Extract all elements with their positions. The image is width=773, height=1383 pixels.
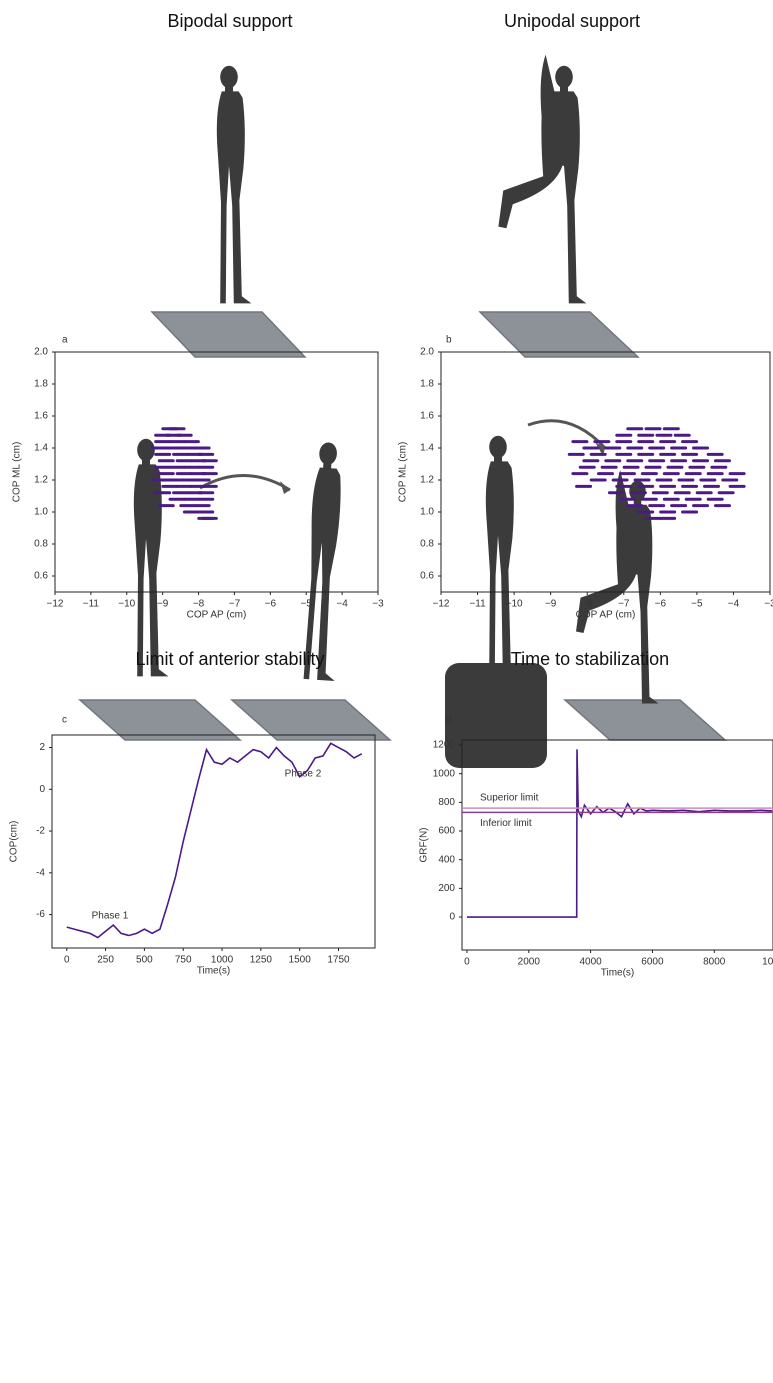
x-axis-label: COP AP (cm): [576, 610, 636, 621]
x-tick-label: −9: [157, 599, 169, 610]
y-tick-label: 1200: [433, 740, 456, 751]
x-tick-label: 0: [64, 955, 70, 966]
y-tick-label: -4: [36, 867, 45, 878]
x-tick-label: −4: [728, 599, 740, 610]
figure: Bipodal support a −12 −11 −10 −9 −8 −7 −6 −5 −4 −3 0…: [0, 0, 773, 1383]
y-tick-label: 1.0: [420, 507, 434, 518]
x-tick-label: −9: [545, 599, 557, 610]
limit-label: Superior limit: [480, 793, 539, 804]
panel-title: Bipodal support: [167, 11, 292, 31]
x-tick-label: 4000: [579, 957, 602, 968]
y-tick-label: 0: [39, 784, 45, 795]
x-tick-label: −10: [118, 599, 135, 610]
panel-label: b: [446, 335, 452, 346]
annotation: Phase 1: [92, 911, 129, 922]
panel-title: Unipodal support: [504, 11, 640, 31]
x-tick-label: 8000: [703, 957, 726, 968]
x-tick-label: −7: [618, 599, 630, 610]
y-tick-label: 400: [438, 854, 455, 865]
x-tick-label: −3: [372, 599, 384, 610]
x-tick-label: 500: [136, 955, 153, 966]
page: Bipodal support a −12 −11 −10 −9 −8 −7 −6 −5 −4 −3 0…: [0, 0, 773, 1383]
data-line: [467, 749, 772, 917]
y-tick-label: 2: [39, 742, 45, 753]
x-tick-label: −12: [433, 599, 450, 610]
y-tick-label: 1000: [433, 768, 456, 779]
y-axis-label: COP ML (cm): [12, 442, 23, 503]
x-tick-label: −12: [47, 599, 64, 610]
x-tick-label: 750: [175, 955, 192, 966]
x-tick-label: −11: [83, 599, 100, 610]
x-tick-label: −7: [229, 599, 241, 610]
y-tick-label: 1.2: [34, 475, 48, 486]
limit-label: Inferior limit: [480, 818, 532, 829]
x-tick-label: 10000: [762, 957, 773, 968]
x-axis-label: Time(s): [601, 968, 635, 979]
x-tick-label: 1250: [250, 955, 273, 966]
illustration-anterior: [80, 439, 390, 740]
y-tick-label: 0: [449, 912, 455, 923]
panel-title: Limit of anterior stability: [135, 649, 324, 669]
x-tick-label: −6: [655, 599, 667, 610]
y-tick-label: 0.6: [34, 571, 48, 582]
x-tick-label: 6000: [641, 957, 664, 968]
x-tick-label: 1500: [289, 955, 312, 966]
y-tick-label: 200: [438, 883, 455, 894]
x-tick-label: −5: [301, 599, 313, 610]
y-tick-label: 1.8: [420, 379, 434, 390]
x-tick-label: −4: [336, 599, 348, 610]
x-tick-label: −11: [469, 599, 486, 610]
illustration-bipodal: [152, 66, 305, 357]
y-tick-label: 800: [438, 797, 455, 808]
y-tick-label: 0.6: [420, 571, 434, 582]
y-tick-label: 1.0: [34, 507, 48, 518]
illustration-unipodal: [480, 55, 638, 357]
x-tick-label: 1000: [211, 955, 234, 966]
annotation: Phase 2: [285, 769, 322, 780]
panel-title: Time to stabilization: [511, 649, 669, 669]
x-tick-label: −3: [764, 599, 773, 610]
y-axis-label: GRF(N): [419, 828, 430, 863]
x-tick-label: −8: [582, 599, 594, 610]
y-tick-label: 1.6: [34, 411, 48, 422]
y-tick-label: 1.4: [34, 443, 48, 454]
x-axis-label: Time(s): [197, 966, 231, 977]
plot-frame: [462, 740, 773, 950]
y-tick-label: 1.6: [420, 411, 434, 422]
y-tick-label: -6: [36, 909, 45, 920]
y-tick-label: 0.8: [34, 539, 48, 550]
x-tick-label: −8: [193, 599, 205, 610]
y-tick-label: 1.4: [420, 443, 434, 454]
panel-label: a: [62, 335, 68, 346]
panel-label: c: [62, 715, 67, 726]
y-tick-label: 1.8: [34, 379, 48, 390]
x-axis-label: COP AP (cm): [187, 610, 247, 621]
x-tick-label: −5: [691, 599, 703, 610]
y-tick-label: 2.0: [34, 347, 48, 358]
x-tick-label: 0: [464, 957, 470, 968]
y-tick-label: -2: [36, 826, 45, 837]
y-tick-label: 1.2: [420, 475, 434, 486]
y-tick-label: 0.8: [420, 539, 434, 550]
y-axis-label: COP ML (cm): [398, 442, 409, 503]
x-tick-label: −6: [265, 599, 277, 610]
y-tick-label: 600: [438, 826, 455, 837]
x-tick-label: 1750: [327, 955, 350, 966]
x-tick-label: 250: [97, 955, 114, 966]
x-tick-label: −10: [506, 599, 523, 610]
x-tick-label: 2000: [518, 957, 541, 968]
panel-label: d: [446, 715, 452, 726]
y-tick-label: 2.0: [420, 347, 434, 358]
y-axis-label: COP(cm): [9, 821, 20, 863]
